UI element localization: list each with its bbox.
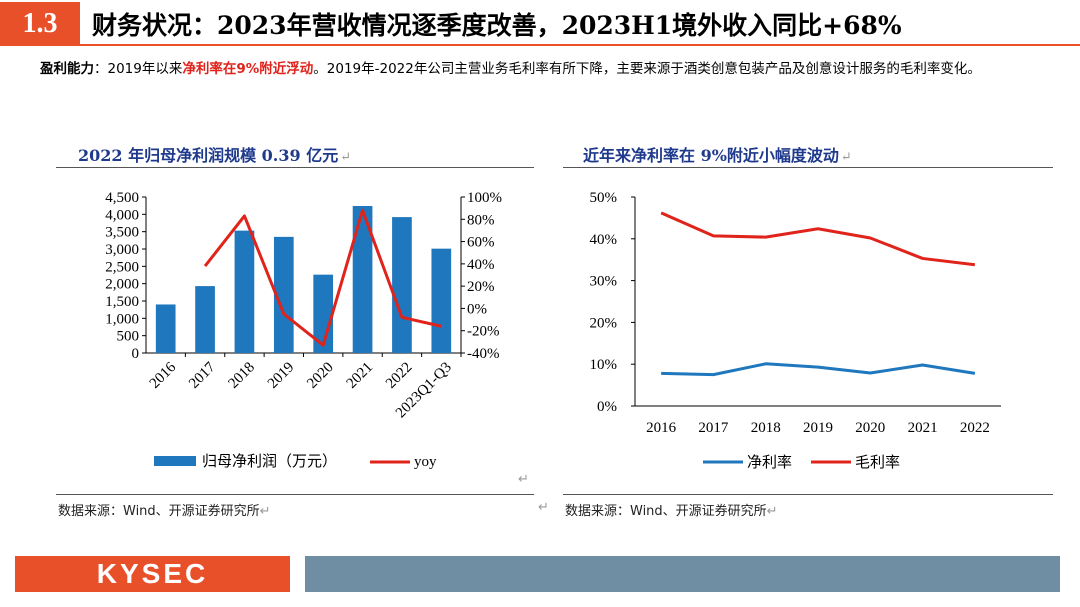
legend-line-label: yoy bbox=[414, 454, 437, 470]
header-underline bbox=[80, 44, 1080, 46]
x-tick-label: 2019 bbox=[265, 359, 298, 392]
bar-net-profit bbox=[195, 286, 215, 353]
section-number: 1.3 bbox=[0, 2, 80, 46]
x-tick-label: 2017 bbox=[698, 420, 729, 436]
x-tick-label: 2016 bbox=[646, 420, 677, 436]
legend-bar-label: 归母净利润（万元） bbox=[202, 453, 337, 470]
bar-net-profit bbox=[155, 304, 176, 353]
yoy-line bbox=[203, 208, 442, 347]
gross-margin-line bbox=[660, 211, 976, 267]
legend-net-label: 净利率 bbox=[747, 454, 792, 471]
bar-net-profit bbox=[273, 236, 294, 353]
x-tick-label: 2016 bbox=[147, 359, 180, 392]
right-chart: 0% 10% 20% 30% 40% 50% 2016 2017 2018 2019 2020 202… bbox=[590, 190, 1001, 471]
right-title-return-mark: ↵ bbox=[840, 150, 852, 165]
left-chart-source-row: 数据来源：Wind、开源证券研究所↵ bbox=[58, 500, 271, 519]
left-y-tick-label: 2,000 bbox=[105, 277, 139, 293]
bar-net-profit bbox=[431, 248, 452, 353]
right-y-tick-label: -20% bbox=[467, 324, 500, 340]
x-tick-label: 2020 bbox=[304, 359, 337, 392]
net-margin-line bbox=[661, 362, 976, 377]
x-tick-label: 2021 bbox=[344, 359, 377, 392]
description-colon: ： bbox=[94, 61, 108, 77]
description-label: 盈利能力 bbox=[40, 61, 94, 77]
right-y-tick-label: 100% bbox=[467, 190, 502, 206]
right-y-tick-label: -40% bbox=[467, 346, 500, 362]
right-y-tick-label: 80% bbox=[467, 212, 495, 228]
right-y-tick-label: 40% bbox=[467, 257, 495, 273]
bar-net-profit bbox=[352, 206, 373, 353]
y-tick-label: 20% bbox=[590, 315, 618, 331]
left-y-tick-label: 3,500 bbox=[105, 225, 139, 241]
left-chart-source: 数据来源：Wind、开源证券研究所 bbox=[58, 504, 260, 519]
footer-bar bbox=[305, 556, 1060, 592]
right-source-return-mark: ↵ bbox=[766, 504, 778, 519]
y-tick-label: 40% bbox=[590, 232, 618, 248]
left-y-tick-label: 4,000 bbox=[105, 207, 139, 223]
y-tick-label: 50% bbox=[590, 190, 618, 206]
left-y-tick-label: 3,000 bbox=[105, 242, 139, 258]
right-chart-title-row: 近年来净利率在 9%附近小幅度波动 ↵ bbox=[583, 142, 852, 166]
bar-net-profit bbox=[392, 217, 412, 353]
x-tick-label: 2019 bbox=[803, 420, 833, 436]
x-tick-label: 2021 bbox=[908, 420, 938, 436]
left-y-tick-label: 1,500 bbox=[105, 294, 139, 310]
x-tick-label: 2022 bbox=[383, 359, 416, 392]
left-y-tick-label: 2,500 bbox=[105, 259, 139, 275]
middle-return-mark: ↵ bbox=[538, 500, 549, 515]
description-text: 盈利能力：2019年以来净利率在9%附近浮动。2019年-2022年公司主营业务… bbox=[40, 58, 1050, 80]
right-chart-title: 近年来净利率在 9%附近小幅度波动 bbox=[583, 146, 839, 165]
left-y-tick-label: 0 bbox=[132, 346, 140, 362]
y-tick-label: 10% bbox=[590, 357, 618, 373]
left-chart-bottom-rule bbox=[56, 494, 534, 495]
description-pre: 2019年以来 bbox=[107, 61, 183, 77]
left-chart-top-rule bbox=[56, 167, 534, 168]
y-tick-label: 0% bbox=[597, 399, 617, 415]
left-y-tick-label: 500 bbox=[117, 329, 140, 345]
legend-gross-label: 毛利率 bbox=[855, 454, 900, 471]
right-chart-source-row: 数据来源：Wind、开源证券研究所↵ bbox=[565, 500, 778, 519]
x-tick-label: 2018 bbox=[751, 420, 781, 436]
x-tick-label: 2020 bbox=[855, 420, 885, 436]
left-chart-title-row: 2022 年归母净利润规模 0.39 亿元 ↵ bbox=[78, 142, 351, 166]
kysec-logo: KYSEC bbox=[15, 556, 290, 592]
left-chart-title: 2022 年归母净利润规模 0.39 亿元 bbox=[78, 146, 339, 165]
left-chart-return-mark: ↵ bbox=[518, 472, 529, 487]
left-chart: 05001,0001,5002,0002,5003,0003,5004,0004… bbox=[105, 190, 502, 470]
right-y-tick-label: 0% bbox=[467, 301, 487, 317]
x-tick-label: 2018 bbox=[226, 359, 259, 392]
bar-net-profit bbox=[234, 230, 255, 353]
description-post: 。2019年-2022年公司主营业务毛利率有所下降，主要来源于酒类创意包装产品及… bbox=[313, 61, 981, 77]
x-tick-label: 2017 bbox=[186, 359, 219, 392]
left-y-tick-label: 4,500 bbox=[105, 190, 139, 206]
left-source-return-mark: ↵ bbox=[259, 504, 271, 519]
right-chart-source: 数据来源：Wind、开源证券研究所 bbox=[565, 504, 767, 519]
description-highlight: 净利率在9%附近浮动 bbox=[182, 61, 314, 77]
right-y-tick-label: 20% bbox=[467, 279, 495, 295]
right-chart-bottom-rule bbox=[563, 494, 1053, 495]
page-title: 财务状况：2023年营收情况逐季度改善，2023H1境外收入同比+68% bbox=[92, 11, 902, 40]
left-title-return-mark: ↵ bbox=[340, 150, 352, 165]
y-tick-label: 30% bbox=[590, 274, 618, 290]
right-chart-top-rule bbox=[563, 167, 1053, 168]
left-y-tick-label: 1,000 bbox=[105, 311, 139, 327]
x-tick-label: 2022 bbox=[960, 420, 990, 436]
right-y-tick-label: 60% bbox=[467, 235, 495, 251]
legend-bar-swatch bbox=[154, 456, 196, 466]
